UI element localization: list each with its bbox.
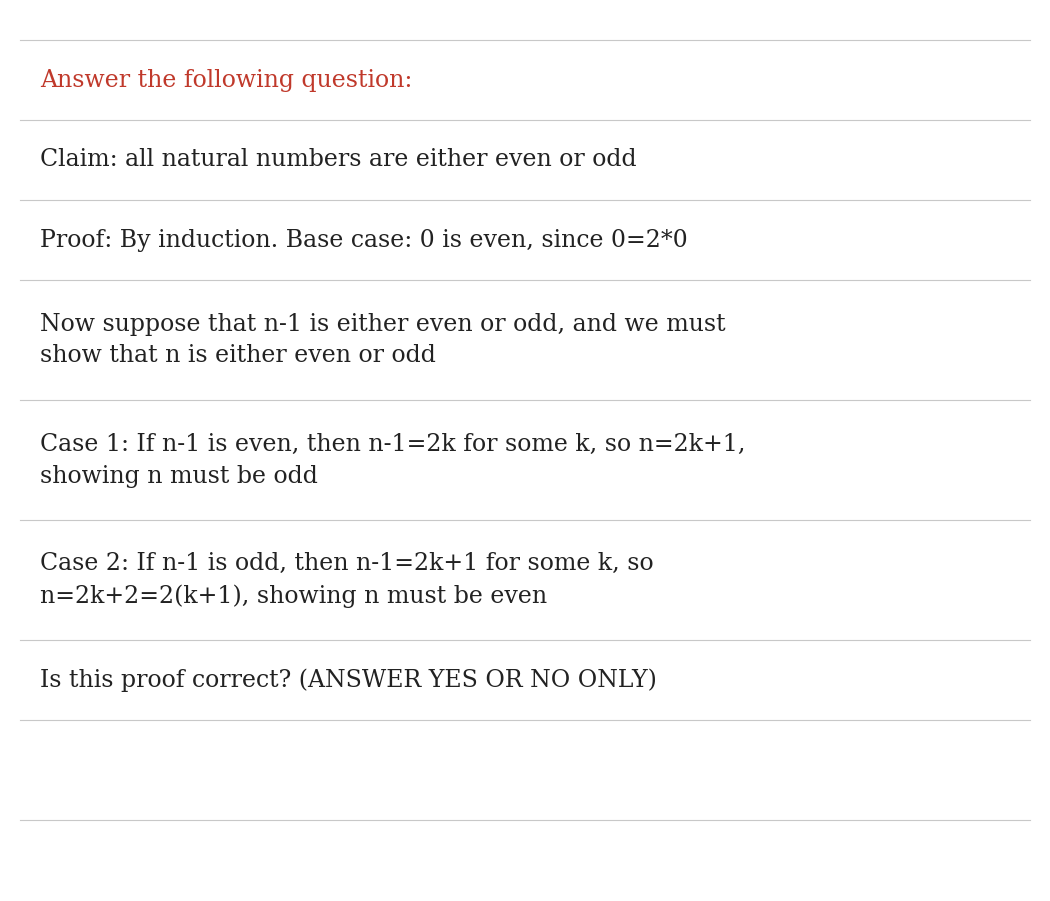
Text: Answer the following question:: Answer the following question: — [40, 68, 413, 92]
Text: Now suppose that n-1 is either even or odd, and we must
show that n is either ev: Now suppose that n-1 is either even or o… — [40, 313, 726, 368]
Text: Claim: all natural numbers are either even or odd: Claim: all natural numbers are either ev… — [40, 149, 636, 171]
Text: Proof: By induction. Base case: 0 is even, since 0=2*0: Proof: By induction. Base case: 0 is eve… — [40, 229, 688, 251]
Text: Is this proof correct? (ANSWER YES OR NO ONLY): Is this proof correct? (ANSWER YES OR NO… — [40, 669, 657, 692]
Text: Case 1: If n-1 is even, then n-1=2k for some k, so n=2k+1,
showing n must be odd: Case 1: If n-1 is even, then n-1=2k for … — [40, 432, 745, 487]
Text: Case 2: If n-1 is odd, then n-1=2k+1 for some k, so
n=2k+2=2(k+1), showing n mus: Case 2: If n-1 is odd, then n-1=2k+1 for… — [40, 552, 653, 608]
